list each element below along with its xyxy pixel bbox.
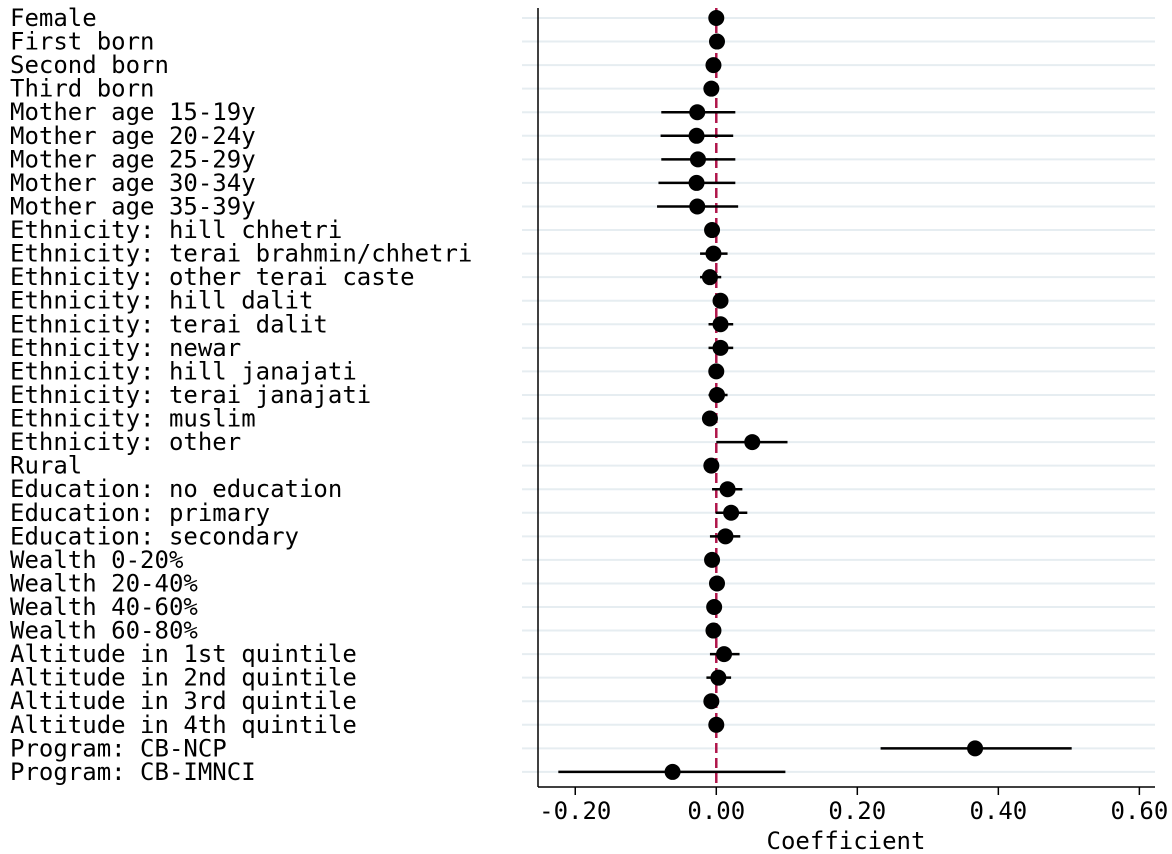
category-label: Third born <box>10 75 155 103</box>
point-estimate <box>705 57 722 74</box>
x-tick-label: 0.40 <box>969 797 1027 825</box>
category-label: Altitude in 1st quintile <box>10 640 357 668</box>
point-estimate <box>689 104 706 121</box>
category-label: Education: secondary <box>10 522 299 550</box>
point-estimate <box>708 386 725 403</box>
x-tick-label: 0.20 <box>828 797 886 825</box>
category-label: Ethnicity: terai janajati <box>10 381 371 409</box>
point-estimate <box>744 434 761 451</box>
point-estimate <box>701 410 718 427</box>
point-estimate <box>712 316 729 333</box>
point-estimate <box>712 339 729 356</box>
category-label: Ethnicity: hill janajati <box>10 357 357 385</box>
category-label: Altitude in 4th quintile <box>10 711 357 739</box>
category-label: Second born <box>10 51 169 79</box>
point-estimate <box>688 127 705 144</box>
x-axis-label: Coefficient <box>767 827 926 854</box>
category-label: Ethnicity: other <box>10 428 241 456</box>
point-estimate <box>703 457 720 474</box>
point-estimate <box>717 528 734 545</box>
category-label: Altitude in 3rd quintile <box>10 687 357 715</box>
category-label: Wealth 0-20% <box>10 546 184 574</box>
point-estimate <box>723 504 740 521</box>
point-estimate <box>708 33 725 50</box>
category-label: Education: primary <box>10 499 270 527</box>
category-label: Education: no education <box>10 475 342 503</box>
point-estimate <box>706 599 723 615</box>
category-label: Altitude in 2nd quintile <box>10 664 357 692</box>
point-estimate <box>704 551 721 568</box>
category-label: Female <box>10 4 97 32</box>
point-estimate <box>708 363 725 380</box>
category-label: Program: CB-NCP <box>10 734 227 762</box>
point-estimate <box>704 222 721 239</box>
category-label: Program: CB-IMNCI <box>10 758 256 786</box>
category-label: Mother age 30-34y <box>10 169 256 197</box>
point-estimate <box>689 151 706 168</box>
point-estimate <box>689 198 706 215</box>
category-label: Wealth 20-40% <box>10 569 198 597</box>
category-label: Ethnicity: muslim <box>10 405 256 433</box>
point-estimate <box>703 693 720 710</box>
point-estimate <box>967 740 984 757</box>
category-label: Rural <box>10 452 82 480</box>
category-label: First born <box>10 28 155 56</box>
point-estimate <box>708 716 725 733</box>
point-estimate <box>708 10 725 26</box>
category-label: Ethnicity: terai brahmin/chhetri <box>10 240 472 268</box>
category-label: Ethnicity: hill dalit <box>10 287 313 315</box>
category-label: Ethnicity: hill chhetri <box>10 216 342 244</box>
category-label: Wealth 60-80% <box>10 617 198 645</box>
point-estimate <box>712 292 729 309</box>
x-tick-label: 0.60 <box>1110 797 1168 825</box>
point-estimate <box>705 622 722 639</box>
category-label: Mother age 25-29y <box>10 145 256 173</box>
category-label: Ethnicity: other terai caste <box>10 263 415 291</box>
point-estimate <box>710 669 727 686</box>
point-estimate <box>664 763 681 780</box>
x-tick-label: 0.00 <box>687 797 745 825</box>
point-estimate <box>705 245 722 262</box>
category-label: Ethnicity: terai dalit <box>10 310 328 338</box>
category-label: Mother age 20-24y <box>10 122 256 150</box>
category-label: Ethnicity: newar <box>10 334 241 362</box>
point-estimate <box>708 575 725 592</box>
point-estimate <box>701 269 718 286</box>
point-estimate <box>703 80 720 97</box>
category-label: Wealth 40-60% <box>10 593 198 621</box>
point-estimate <box>716 646 733 663</box>
category-label: Mother age 15-19y <box>10 98 256 126</box>
point-estimate <box>719 481 736 498</box>
x-tick-label: -0.20 <box>539 797 611 825</box>
category-label: Mother age 35-39y <box>10 192 256 220</box>
point-estimate <box>688 174 705 191</box>
